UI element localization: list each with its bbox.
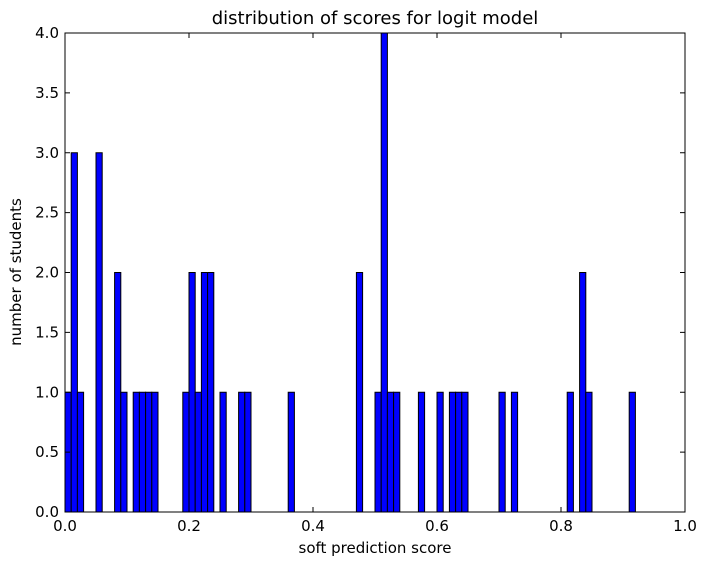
- histogram-bar: [194, 391, 202, 513]
- histogram-bar: [114, 272, 122, 513]
- histogram-bar: [380, 32, 388, 513]
- histogram-bar: [151, 391, 159, 513]
- histogram-bar: [393, 391, 401, 513]
- x-tick-label: 0.2: [177, 517, 201, 535]
- histogram-bar: [585, 391, 593, 513]
- y-tick-label: 2.5: [35, 204, 59, 222]
- histogram-bar: [455, 391, 463, 513]
- histogram-bar: [132, 391, 140, 513]
- histogram-bar: [436, 391, 444, 513]
- y-tick-label: 0.0: [35, 503, 59, 521]
- y-tick-label: 2.0: [35, 264, 59, 282]
- histogram-bar: [461, 391, 469, 513]
- histogram-bar: [76, 391, 85, 513]
- histogram-bar: [417, 391, 426, 513]
- plot-frame: [64, 32, 686, 513]
- histogram-bar: [182, 391, 190, 513]
- histogram-bar: [145, 391, 153, 513]
- x-tick-label: 0.8: [549, 517, 573, 535]
- x-tick-label: 0.6: [425, 517, 449, 535]
- x-tick-label: 1.0: [673, 517, 697, 535]
- y-tick-label: 1.5: [35, 323, 59, 341]
- bars-group: [64, 32, 636, 513]
- histogram-bar: [448, 391, 457, 513]
- histogram-bar: [510, 391, 519, 513]
- histogram-bar: [120, 391, 128, 513]
- histogram-bar: [238, 391, 246, 513]
- histogram-bar: [95, 152, 103, 513]
- histogram-bar: [566, 391, 574, 513]
- chart-title: distribution of scores for logit model: [212, 8, 539, 29]
- x-tick-label: 0.4: [301, 517, 325, 535]
- y-tick-label: 4.0: [35, 24, 59, 42]
- y-tick-label: 1.0: [35, 383, 59, 401]
- x-tick-label: 0.0: [53, 517, 77, 535]
- histogram-bar: [386, 391, 395, 513]
- histogram-bar: [498, 391, 506, 513]
- y-tick-label: 3.5: [35, 84, 59, 102]
- histogram-bar: [244, 391, 252, 513]
- histogram-bar: [219, 391, 227, 513]
- histogram-bar: [188, 272, 196, 513]
- y-axis-label: number of students: [7, 198, 25, 346]
- histogram-bar: [70, 152, 78, 513]
- histogram-bar: [200, 272, 209, 513]
- x-axis-label: soft prediction score: [299, 539, 452, 557]
- histogram-bar: [207, 272, 215, 513]
- y-tick-label: 3.0: [35, 144, 59, 162]
- histogram-bar: [287, 391, 295, 513]
- histogram-bar: [355, 272, 364, 513]
- y-tick-label: 0.5: [35, 443, 59, 461]
- histogram-bar: [374, 391, 382, 513]
- histogram-bar: [628, 391, 636, 513]
- ticks-group: 0.0 0.2 0.4 0.6 0.8 1.0 0.0 0.5 1.0 1.5 2.0 2.5 3.0 3…: [35, 24, 697, 535]
- histogram-bar: [579, 272, 587, 513]
- histogram-bar: [138, 391, 147, 513]
